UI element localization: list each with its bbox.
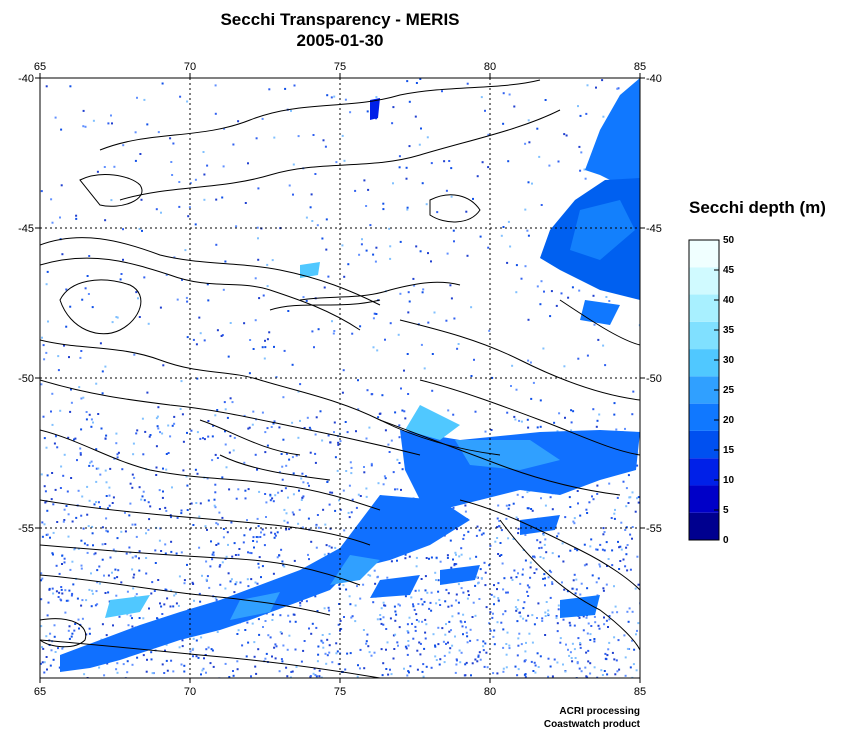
map-title: Secchi Transparency - MERIS [220, 10, 460, 29]
lat-label-left-0: -40 [18, 73, 34, 85]
map-date: 2005-01-30 [296, 31, 384, 50]
lon-label-bottom-3: 80 [484, 686, 496, 698]
data-speckle-layer [40, 78, 640, 678]
lon-label-bottom-1: 70 [184, 686, 196, 698]
colorbar-label-4: 20 [723, 415, 735, 426]
colorbar-bin-2 [689, 458, 719, 486]
bathymetry-contours [40, 79, 640, 678]
colorbar-label-3: 15 [723, 445, 735, 456]
colorbar-label-5: 25 [723, 385, 735, 396]
lon-label-bottom-0: 65 [34, 686, 46, 698]
lat-label-left-3: -55 [18, 523, 34, 535]
colorbar-label-1: 5 [723, 505, 729, 516]
colorbar-bin-10 [689, 240, 719, 268]
lat-label-right-3: -55 [646, 523, 662, 535]
colorbar-label-7: 35 [723, 325, 735, 336]
lon-label-top-0: 65 [34, 61, 46, 73]
colorbar-bin-9 [689, 267, 719, 295]
lon-label-top-4: 85 [634, 61, 646, 73]
lat-label-right-2: -50 [646, 373, 662, 385]
graticule [40, 78, 640, 678]
credit-processing: ACRI processing [559, 706, 640, 717]
credit-product: Coastwatch product [543, 719, 640, 730]
axis-ticks [35, 73, 645, 683]
colorbar-bin-6 [689, 349, 719, 377]
lon-label-top-2: 75 [334, 61, 346, 73]
colorbar-label-6: 30 [723, 355, 735, 366]
colorbar-label-0: 0 [723, 535, 729, 546]
colorbar-bin-0 [689, 512, 719, 540]
colorbar-bin-7 [689, 321, 719, 350]
colorbar-label-9: 45 [723, 265, 735, 276]
colorbar-bin-4 [689, 403, 719, 431]
legend-title: Secchi depth (m) [689, 198, 826, 217]
lon-label-top-3: 80 [484, 61, 496, 73]
lat-label-left-2: -50 [18, 373, 34, 385]
lon-label-bottom-4: 85 [634, 686, 646, 698]
lat-label-left-1: -45 [18, 223, 34, 235]
lon-label-top-1: 70 [184, 61, 196, 73]
colorbar-label-10: 50 [723, 235, 735, 246]
colorbar-label-8: 40 [723, 295, 735, 306]
lat-label-right-0: -40 [646, 73, 662, 85]
colorbar-label-2: 10 [723, 475, 735, 486]
secchi-data-patches [60, 78, 640, 672]
lat-label-right-1: -45 [646, 223, 662, 235]
colorbar-bin-8 [689, 294, 719, 322]
lon-label-bottom-2: 75 [334, 686, 346, 698]
colorbar: 0 5 10 15 20 25 30 35 40 45 50 [688, 235, 735, 546]
colorbar-bin-1 [689, 485, 719, 513]
colorbar-bin-3 [689, 430, 719, 459]
